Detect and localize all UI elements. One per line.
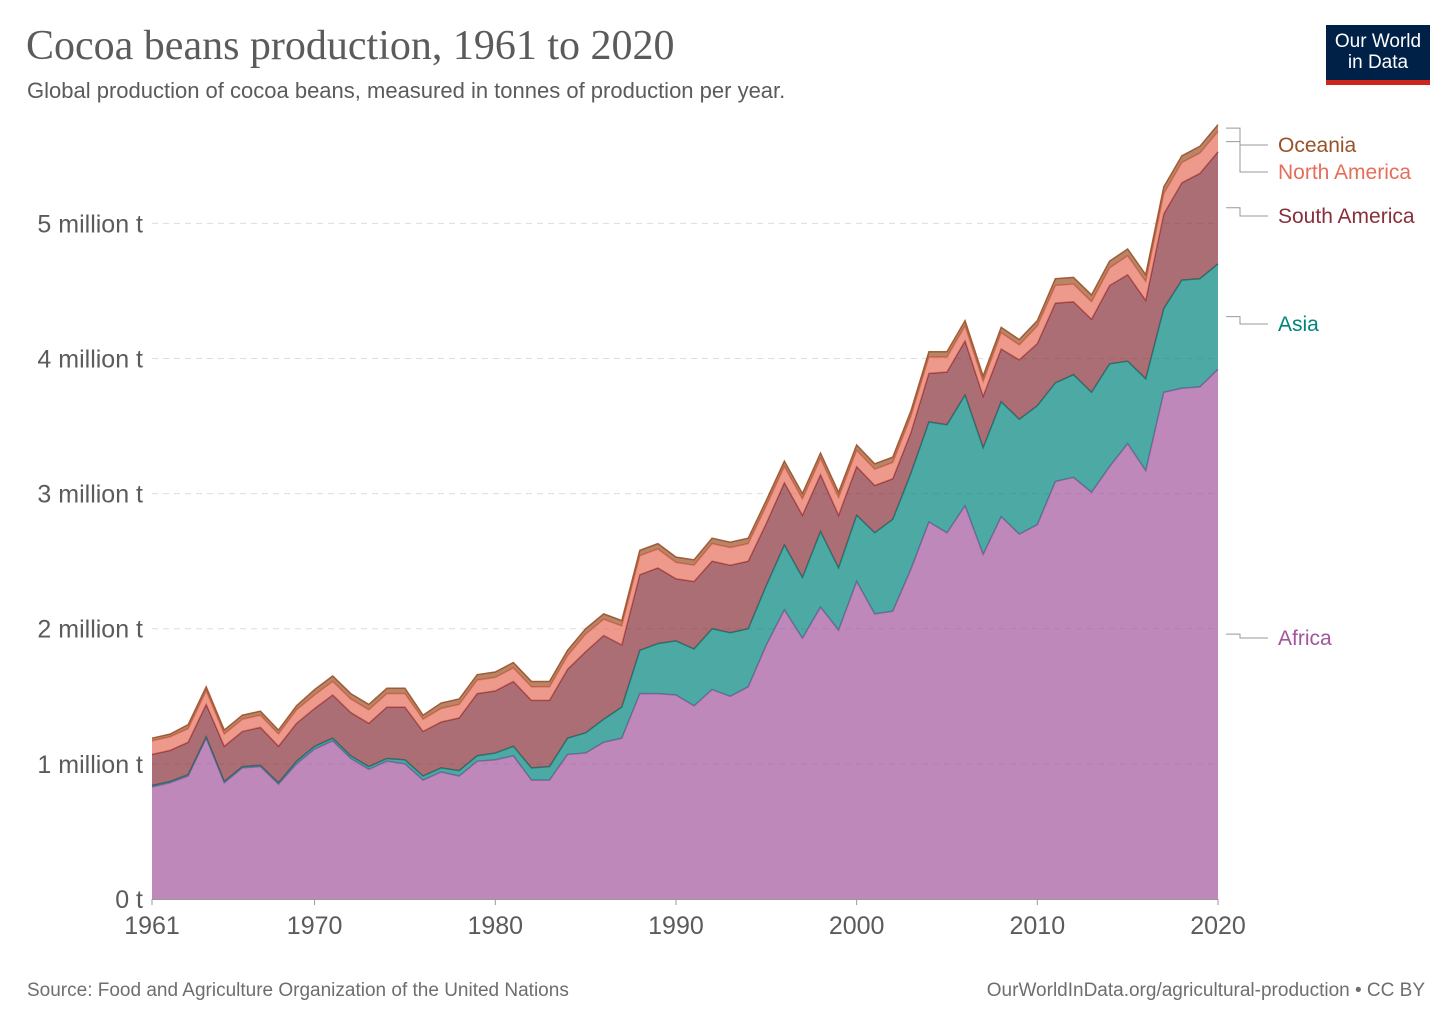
logo-line-1: Our World — [1334, 31, 1422, 52]
x-tick-label: 1970 — [287, 912, 343, 940]
x-tick-label: 2010 — [1010, 912, 1066, 940]
legend-layer: Africa Asia South America North America Ocea… — [1226, 127, 1415, 650]
series-line-oceania — [151, 124, 1219, 739]
y-tick-label: 5 million t — [37, 210, 143, 238]
y-tick-label: 0 t — [115, 886, 143, 914]
area-layer — [151, 124, 1219, 899]
owid-logo[interactable]: Our World in Data — [1326, 25, 1430, 85]
source-link[interactable]: OurWorldInData.org/agricultural-producti… — [986, 980, 1425, 1001]
legend-leader-line — [1226, 127, 1268, 146]
area-asia[interactable] — [152, 263, 1218, 787]
y-tick-label: 2 million t — [37, 616, 143, 644]
legend-label-south-america[interactable]: South America — [1278, 205, 1415, 228]
y-tick-label: 4 million t — [37, 345, 143, 373]
area-africa[interactable] — [152, 369, 1218, 899]
y-tick-label: 1 million t — [37, 751, 143, 779]
x-tick-label: 2020 — [1190, 912, 1246, 940]
chart-subtitle: Global production of cocoa beans, measur… — [27, 78, 786, 103]
legend-leader-line — [1226, 633, 1268, 639]
legend-label-north-america[interactable]: North America — [1278, 161, 1411, 184]
x-tick-label: 1980 — [467, 912, 523, 940]
legend-label-asia[interactable]: Asia — [1278, 313, 1319, 336]
x-tick-label: 2000 — [829, 912, 885, 940]
x-tick-label: 1961 — [124, 912, 180, 940]
legend-leader-line — [1226, 316, 1268, 325]
source-note: Source: Food and Agriculture Organizatio… — [27, 980, 569, 1001]
axis-layer: 0 t 1 million t 2 million t 3 million t 4 mi… — [37, 210, 1245, 940]
x-tick-label: 1990 — [648, 912, 704, 940]
chart-title: Cocoa beans production, 1961 to 2020 — [26, 23, 675, 69]
y-tick-label: 3 million t — [37, 481, 143, 509]
legend-label-oceania[interactable]: Oceania — [1278, 134, 1357, 157]
logo-line-2: in Data — [1347, 52, 1409, 73]
legend-label-africa[interactable]: Africa — [1278, 627, 1332, 650]
legend-leader-line — [1226, 207, 1268, 217]
legend-leader-line — [1226, 141, 1268, 173]
